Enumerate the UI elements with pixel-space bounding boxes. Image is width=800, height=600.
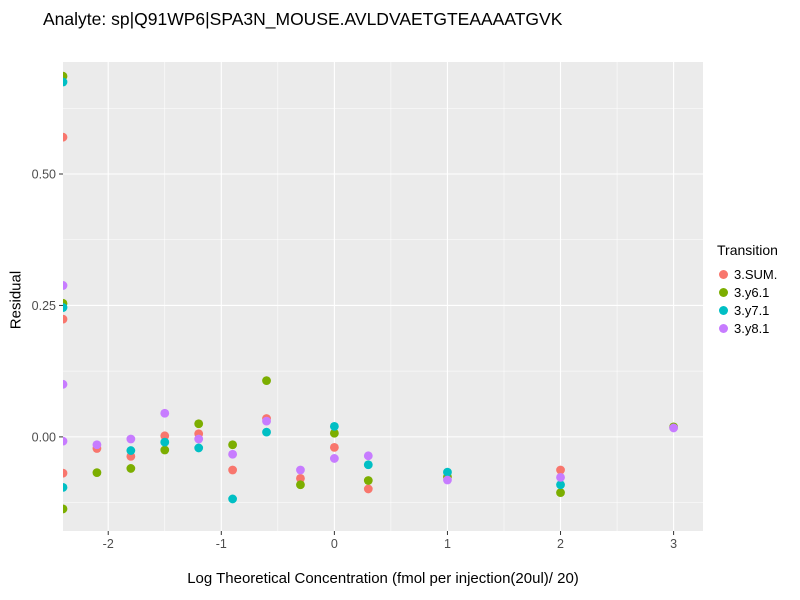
data-point-3.y6.1 — [228, 440, 238, 450]
page-title: Analyte: sp|Q91WP6|SPA3N_MOUSE.AVLDVAETG… — [43, 9, 563, 29]
data-point-3.SUM. — [63, 468, 68, 478]
data-point-3.y8.1 — [160, 408, 170, 418]
data-point-3.y7.1 — [329, 421, 339, 431]
plot-panel — [63, 62, 703, 531]
data-point-3.y8.1 — [92, 440, 102, 450]
data-point-3.y6.1 — [363, 476, 373, 485]
data-point-3.y7.1 — [63, 303, 68, 312]
data-point-3.y7.1 — [228, 494, 238, 504]
data-point-3.y6.1 — [194, 419, 204, 429]
data-point-3.y6.1 — [556, 488, 565, 498]
data-point-3.y8.1 — [262, 416, 271, 426]
data-point-3.y8.1 — [63, 281, 68, 290]
data-point-3.y7.1 — [160, 437, 170, 447]
data-point-3.y6.1 — [126, 464, 136, 473]
data-point-3.y8.1 — [443, 475, 452, 485]
data-point-3.y8.1 — [363, 451, 373, 461]
data-point-3.y6.1 — [262, 376, 271, 386]
points-layer — [63, 71, 679, 514]
legend-label: 3.y8.1 — [734, 320, 770, 336]
data-point-3.SUM. — [296, 474, 305, 483]
legend-label: 3.SUM. — [734, 266, 778, 282]
y-tick-label: 0.50 — [32, 167, 56, 181]
data-point-3.y6.1 — [92, 468, 102, 478]
legend-label: 3.y6.1 — [734, 284, 770, 300]
x-tick-label: -2 — [103, 537, 114, 551]
legend-items: 3.SUM. 3.y6.1 3.y7.1 3.y8.1 — [716, 265, 778, 337]
data-point-3.SUM. — [63, 314, 68, 324]
data-point-3.SUM. — [160, 431, 170, 441]
data-point-3.y7.1 — [262, 427, 271, 437]
data-point-3.y7.1 — [556, 480, 565, 490]
x-tick-label: 0 — [331, 537, 338, 551]
data-point-3.SUM. — [556, 465, 565, 475]
y-tick-label: 0.25 — [32, 299, 56, 313]
data-point-3.SUM. — [63, 132, 68, 142]
data-point-3.y7.1 — [63, 482, 68, 492]
data-point-3.y8.1 — [228, 449, 238, 459]
legend-swatch-icon — [719, 269, 728, 279]
legend-swatch-icon — [719, 323, 728, 333]
data-point-3.SUM. — [228, 465, 238, 475]
x-tick-label: 2 — [557, 537, 564, 551]
data-point-3.y7.1 — [363, 460, 373, 470]
legend-item: 3.y8.1 — [716, 319, 778, 337]
data-point-3.y8.1 — [126, 434, 136, 444]
data-point-3.y8.1 — [669, 423, 679, 433]
y-axis-title: Residual — [7, 270, 25, 330]
data-point-3.y6.1 — [329, 428, 339, 438]
data-point-3.y6.1 — [296, 480, 305, 490]
data-point-3.y8.1 — [329, 454, 339, 463]
data-point-3.y6.1 — [160, 445, 170, 455]
data-point-3.y7.1 — [443, 467, 452, 477]
y-tick-label: 0.00 — [32, 430, 56, 444]
legend-label: 3.y7.1 — [734, 302, 770, 318]
data-point-3.y8.1 — [194, 434, 204, 444]
data-point-3.y7.1 — [194, 443, 204, 453]
data-point-3.SUM. — [329, 443, 339, 452]
data-point-3.y8.1 — [63, 436, 68, 446]
legend-item: 3.y7.1 — [716, 301, 778, 319]
legend-item: 3.SUM. — [716, 265, 778, 283]
x-tick-label: 3 — [670, 537, 677, 551]
x-tick-label: 1 — [444, 537, 451, 551]
legend-item: 3.y6.1 — [716, 283, 778, 301]
data-point-3.y8.1 — [63, 379, 68, 389]
data-point-3.y7.1 — [126, 446, 136, 455]
data-point-3.y8.1 — [296, 465, 305, 475]
legend-title: Transition — [717, 242, 778, 258]
legend-swatch-icon — [719, 305, 728, 315]
x-axis-title: Log Theoretical Concentration (fmol per … — [187, 570, 579, 587]
data-point-3.y8.1 — [556, 472, 565, 482]
legend-swatch-icon — [719, 287, 728, 297]
legend: Transition 3.SUM. 3.y6.1 3.y7.1 3.y8.1 — [716, 242, 778, 337]
data-point-3.SUM. — [363, 484, 373, 494]
x-tick-label: -1 — [216, 537, 227, 551]
data-point-3.y6.1 — [63, 504, 68, 514]
data-point-3.y7.1 — [63, 77, 68, 87]
